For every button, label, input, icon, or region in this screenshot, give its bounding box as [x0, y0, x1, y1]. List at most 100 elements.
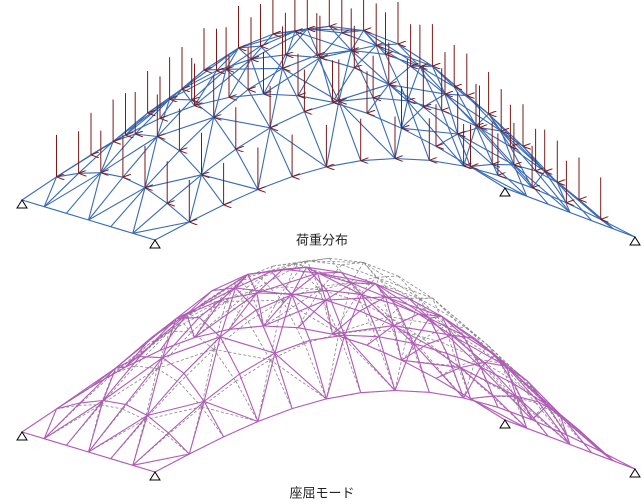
- member: [457, 359, 480, 367]
- member: [43, 400, 104, 440]
- member: [307, 260, 342, 266]
- member: [600, 450, 636, 470]
- member: [559, 413, 571, 445]
- member: [325, 296, 386, 301]
- member: [591, 452, 614, 462]
- member: [412, 342, 465, 399]
- member: [56, 404, 79, 410]
- member: [112, 365, 136, 374]
- member: [516, 395, 539, 403]
- member: [459, 367, 494, 397]
- member: [269, 359, 293, 409]
- member: [43, 402, 81, 440]
- member: [361, 283, 376, 296]
- member: [510, 146, 546, 173]
- member: [188, 174, 203, 223]
- member: [326, 392, 361, 400]
- member: [282, 68, 305, 112]
- member: [219, 287, 237, 337]
- member: [159, 88, 183, 119]
- member: [350, 50, 374, 99]
- member: [397, 275, 433, 299]
- member: [515, 396, 528, 429]
- member: [578, 199, 602, 220]
- member: [444, 93, 459, 135]
- member: [181, 279, 239, 322]
- member: [375, 283, 410, 300]
- member: [112, 330, 170, 374]
- member: [385, 296, 409, 300]
- member: [186, 290, 213, 315]
- member: [317, 272, 327, 301]
- member: [274, 339, 310, 354]
- member: [441, 110, 465, 167]
- member: [238, 373, 259, 422]
- member: [88, 415, 148, 453]
- member: [378, 336, 414, 344]
- member: [194, 299, 223, 338]
- member: [492, 163, 514, 166]
- member: [473, 337, 496, 356]
- support: [629, 236, 641, 246]
- member: [255, 309, 276, 354]
- member: [376, 43, 399, 46]
- member: [125, 313, 188, 368]
- member: [213, 116, 237, 150]
- member: [200, 117, 215, 175]
- member: [132, 415, 148, 466]
- member: [432, 297, 446, 327]
- member: [263, 299, 326, 327]
- member: [350, 30, 365, 51]
- member: [569, 211, 592, 222]
- member: [451, 334, 507, 367]
- member: [203, 401, 225, 438]
- member: [556, 182, 593, 222]
- member: [556, 182, 571, 213]
- member: [360, 389, 396, 394]
- member: [422, 106, 459, 135]
- member: [329, 257, 364, 263]
- member: [375, 45, 390, 85]
- member: [274, 353, 293, 409]
- member: [431, 65, 446, 95]
- member: [366, 325, 394, 346]
- member: [166, 202, 190, 223]
- member: [579, 430, 602, 452]
- member: [150, 318, 177, 339]
- member: [216, 47, 239, 72]
- member: [225, 47, 239, 70]
- member: [459, 367, 472, 399]
- member: [505, 366, 517, 397]
- member: [393, 325, 452, 336]
- member: [483, 361, 517, 397]
- member: [282, 300, 340, 334]
- member: [297, 299, 327, 329]
- member: [144, 136, 158, 188]
- member: [132, 419, 146, 466]
- member: [316, 282, 352, 288]
- member: [201, 406, 224, 438]
- member: [100, 368, 158, 406]
- member: [344, 294, 363, 336]
- member: [394, 157, 430, 161]
- member: [350, 282, 408, 334]
- member: [269, 300, 283, 360]
- member: [500, 130, 515, 166]
- member: [510, 378, 533, 420]
- member: [263, 93, 299, 97]
- member: [372, 97, 396, 159]
- member: [470, 163, 493, 168]
- member: [194, 328, 230, 339]
- member: [457, 133, 515, 166]
- member: [144, 187, 168, 204]
- member: [600, 218, 636, 238]
- member: [272, 263, 295, 267]
- member: [450, 335, 461, 368]
- member: [191, 68, 227, 101]
- member: [132, 221, 190, 234]
- member: [219, 336, 240, 375]
- member: [201, 148, 237, 176]
- member: [157, 136, 180, 152]
- member: [285, 286, 320, 291]
- member: [169, 98, 192, 101]
